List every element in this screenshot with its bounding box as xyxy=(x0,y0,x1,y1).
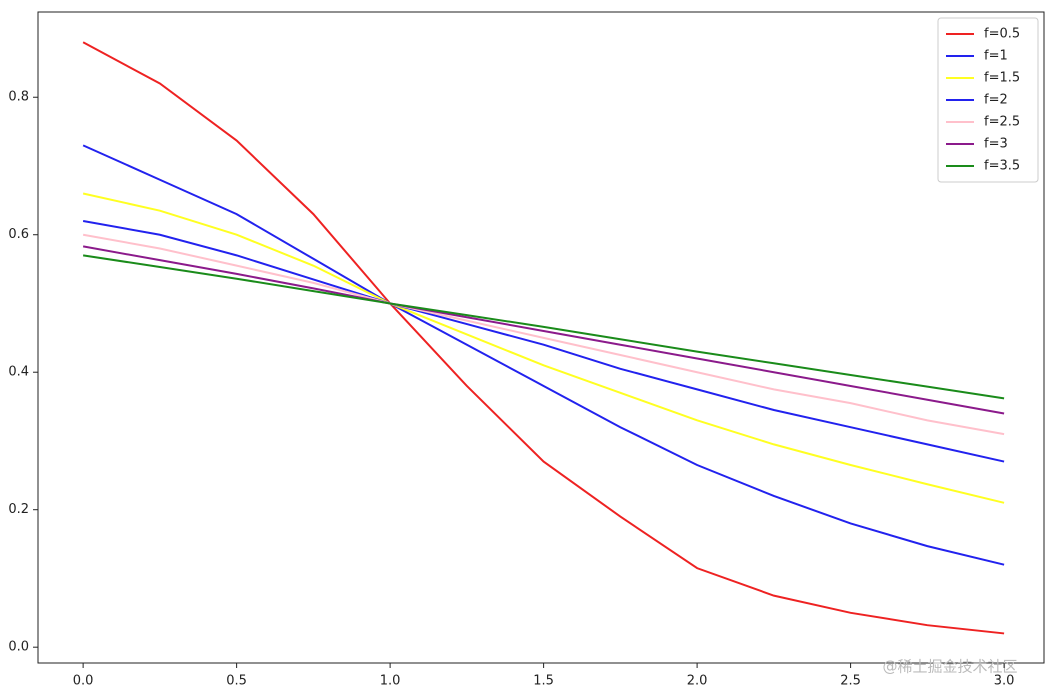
line-series xyxy=(82,254,1005,400)
line-series xyxy=(82,219,1005,463)
legend-label: f=3 xyxy=(984,137,1008,152)
line-series xyxy=(82,41,1005,635)
x-tick-label: 1.0 xyxy=(380,674,401,689)
y-tick-label: 0.4 xyxy=(8,365,29,380)
legend-label: f=1 xyxy=(984,49,1008,64)
legend-label: f=2.5 xyxy=(984,115,1020,130)
legend-box xyxy=(937,17,1039,183)
x-tick-label: 2.5 xyxy=(840,674,861,689)
y-tick-label: 0.0 xyxy=(8,640,29,655)
line-series xyxy=(82,245,1005,415)
y-tick-label: 0.8 xyxy=(8,90,29,105)
x-tick-label: 0.5 xyxy=(226,674,247,689)
y-tick-label: 0.6 xyxy=(8,227,29,242)
legend-label: f=0.5 xyxy=(984,27,1020,42)
plot-frame xyxy=(37,11,1045,664)
x-tick-label: 3.0 xyxy=(994,674,1015,689)
legend-label: f=2 xyxy=(984,93,1008,108)
x-tick-label: 1.5 xyxy=(533,674,554,689)
y-tick-label: 0.2 xyxy=(8,502,29,517)
watermark: @稀土掘金技术社区 xyxy=(882,658,1017,676)
x-tick-label: 0.0 xyxy=(73,674,94,689)
line-series xyxy=(82,192,1005,504)
x-tick-label: 2.0 xyxy=(687,674,708,689)
legend-label: f=3.5 xyxy=(984,159,1020,174)
line-series xyxy=(82,144,1005,566)
line-series xyxy=(82,233,1005,436)
legend-label: f=1.5 xyxy=(984,71,1020,86)
